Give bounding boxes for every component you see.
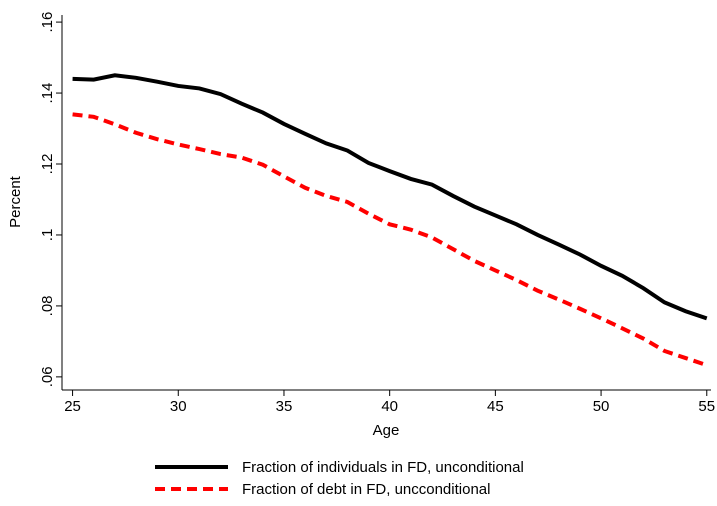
series-line xyxy=(72,112,708,368)
x-tick-label: 50 xyxy=(593,398,610,415)
y-tick-label: .14 xyxy=(39,83,56,104)
y-tick-label: .1 xyxy=(39,229,56,242)
x-tick-label: 30 xyxy=(170,398,187,415)
x-tick-label: 55 xyxy=(698,398,715,415)
x-axis-label: Age xyxy=(373,422,400,439)
legend-label: Fraction of debt in FD, uncconditional xyxy=(242,481,490,498)
x-tick-label: 25 xyxy=(64,398,81,415)
legend-label: Fraction of individuals in FD, unconditi… xyxy=(242,459,524,476)
y-tick-label: .12 xyxy=(39,154,56,175)
y-axis-label: Percent xyxy=(7,175,24,228)
x-tick-label: 35 xyxy=(276,398,293,415)
y-tick-label: .16 xyxy=(39,12,56,33)
x-tick-label: 45 xyxy=(487,398,504,415)
x-tick-label: 40 xyxy=(381,398,398,415)
y-tick-label: .08 xyxy=(39,295,56,316)
series-line xyxy=(72,73,708,321)
y-tick-label: .06 xyxy=(39,366,56,387)
